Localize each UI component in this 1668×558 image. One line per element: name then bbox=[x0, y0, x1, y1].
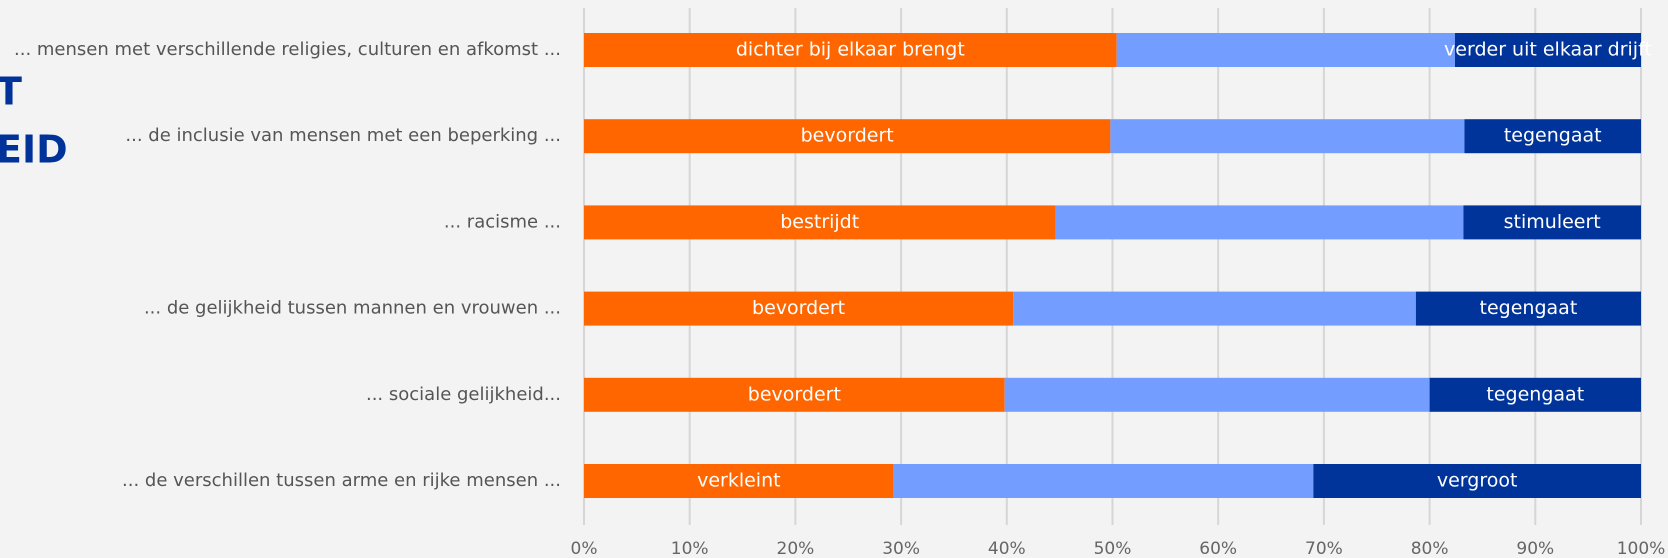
bar-segment bbox=[1454, 33, 1641, 67]
segment-label: tegengaat bbox=[1486, 383, 1584, 405]
category-label: ... racisme ... bbox=[444, 211, 561, 232]
bar-segment bbox=[1415, 291, 1641, 326]
segment-label: bevordert bbox=[801, 125, 894, 147]
bar-segment bbox=[1429, 377, 1641, 412]
category-label: ... de verschillen tussen arme en rijke … bbox=[122, 470, 561, 491]
bar-segment bbox=[1013, 291, 1416, 326]
x-tick-label: 0% bbox=[571, 539, 598, 558]
segment-label: bestrijdt bbox=[780, 211, 859, 233]
category-label: ... de inclusie van mensen met een beper… bbox=[125, 125, 561, 146]
title-fragment: T bbox=[0, 70, 22, 114]
bar-segment bbox=[584, 119, 1111, 154]
bar-segment bbox=[1055, 205, 1464, 240]
bar-segment bbox=[584, 33, 1117, 67]
segment-label: vergroot bbox=[1437, 470, 1518, 492]
segment-label: tegengaat bbox=[1480, 297, 1578, 319]
bar-segment bbox=[584, 291, 1014, 326]
bar-segment bbox=[893, 464, 1314, 498]
category-label: ... mensen met verschillende religies, c… bbox=[14, 39, 561, 60]
segment-label: bevordert bbox=[748, 383, 841, 405]
x-tick-label: 100% bbox=[1617, 539, 1666, 558]
x-tick-label: 50% bbox=[1094, 539, 1132, 558]
bar-segment bbox=[1116, 33, 1455, 67]
x-tick-label: 20% bbox=[777, 539, 815, 558]
bar-segment bbox=[584, 377, 1005, 412]
x-tick-label: 90% bbox=[1516, 539, 1554, 558]
bar-segment bbox=[1463, 205, 1641, 240]
bar-segment bbox=[1110, 119, 1465, 154]
bar-segment bbox=[584, 464, 894, 498]
bar-segment bbox=[1313, 464, 1641, 498]
segment-label: stimuleert bbox=[1504, 211, 1601, 233]
category-label: ... sociale gelijkheid... bbox=[366, 384, 561, 405]
bar-segment bbox=[1464, 119, 1641, 154]
segment-label: bevordert bbox=[752, 297, 845, 319]
segment-label: tegengaat bbox=[1504, 125, 1602, 147]
x-tick-label: 30% bbox=[882, 539, 920, 558]
title-fragment: EID bbox=[0, 128, 68, 172]
segment-label: verder uit elkaar drijft bbox=[1444, 39, 1652, 61]
x-tick-label: 70% bbox=[1305, 539, 1343, 558]
x-tick-label: 40% bbox=[988, 539, 1026, 558]
x-tick-label: 60% bbox=[1199, 539, 1237, 558]
bar-segment bbox=[584, 205, 1056, 240]
bar-segment bbox=[1004, 377, 1430, 412]
segment-label: dichter bij elkaar brengt bbox=[736, 39, 965, 61]
segment-label: verkleint bbox=[697, 470, 781, 492]
category-label: ... de gelijkheid tussen mannen en vrouw… bbox=[144, 298, 561, 319]
x-tick-label: 10% bbox=[671, 539, 709, 558]
x-tick-label: 80% bbox=[1411, 539, 1449, 558]
